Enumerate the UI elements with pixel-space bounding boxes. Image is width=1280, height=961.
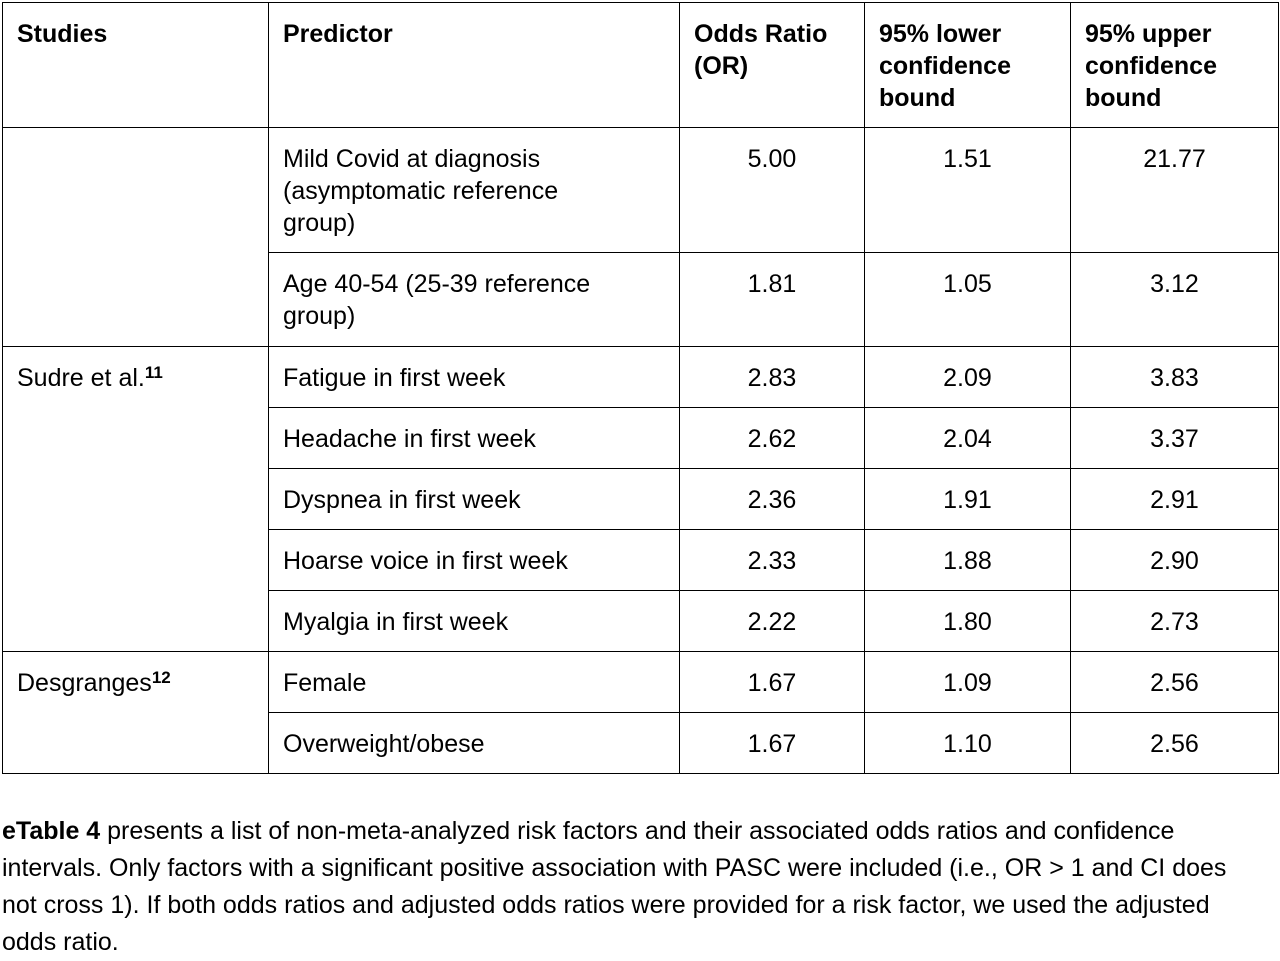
table-row: Overweight/obese 1.67 1.10 2.56 xyxy=(3,712,1279,774)
upper-bound-cell: 2.56 xyxy=(1070,712,1279,774)
odds-ratio-cell: 1.81 xyxy=(679,252,865,347)
reference-superscript: 12 xyxy=(151,668,171,687)
study-cell-desgranges: Desgranges12 xyxy=(2,651,269,774)
lower-bound-cell: 2.04 xyxy=(864,407,1071,469)
lower-bound-cell: 1.05 xyxy=(864,252,1071,347)
study-cell-empty xyxy=(2,127,269,347)
table-row: Headache in first week 2.62 2.04 3.37 xyxy=(3,407,1279,469)
upper-bound-cell: 3.12 xyxy=(1070,252,1279,347)
table-caption: eTable 4 presents a list of non-meta-ana… xyxy=(2,813,1264,961)
lower-bound-cell: 1.88 xyxy=(864,529,1071,591)
upper-bound-cell: 3.83 xyxy=(1070,346,1279,408)
predictor-cell: Dyspnea in first week xyxy=(268,468,680,530)
odds-ratio-cell: 2.83 xyxy=(679,346,865,408)
upper-bound-cell: 2.73 xyxy=(1070,590,1279,652)
header-predictor: Predictor xyxy=(268,2,680,128)
header-odds-ratio: Odds Ratio (OR) xyxy=(679,2,865,128)
header-upper-bound: 95% upper confidence bound xyxy=(1070,2,1279,128)
upper-bound-cell: 2.91 xyxy=(1070,468,1279,530)
upper-bound-cell: 2.56 xyxy=(1070,651,1279,713)
odds-ratio-cell: 1.67 xyxy=(679,712,865,774)
upper-bound-cell: 3.37 xyxy=(1070,407,1279,469)
predictor-cell: Hoarse voice in first week xyxy=(268,529,680,591)
table-row: Hoarse voice in first week 2.33 1.88 2.9… xyxy=(3,529,1279,591)
odds-ratio-cell: 2.22 xyxy=(679,590,865,652)
predictor-cell: Fatigue in first week xyxy=(268,346,680,408)
odds-ratio-cell: 5.00 xyxy=(679,127,865,253)
odds-ratio-table: Studies Predictor Odds Ratio (OR) 95% low… xyxy=(2,2,1279,774)
table-row: Desgranges12 Female 1.67 1.09 2.56 xyxy=(2,651,1279,774)
predictor-cell: Mild Covid at diagnosis (asymptomatic ref… xyxy=(268,127,680,253)
header-lower-bound: 95% lower confidence bound xyxy=(864,2,1071,128)
caption-label: eTable 4 xyxy=(2,817,101,845)
odds-ratio-cell: 2.62 xyxy=(679,407,865,469)
upper-bound-cell: 2.90 xyxy=(1070,529,1279,591)
table-header-row: Studies Predictor Odds Ratio (OR) 95% low… xyxy=(2,2,1279,128)
header-studies: Studies xyxy=(2,2,269,128)
predictor-cell: Female xyxy=(268,651,680,713)
lower-bound-cell: 2.09 xyxy=(864,346,1071,408)
lower-bound-cell: 1.51 xyxy=(864,127,1071,253)
lower-bound-cell: 1.09 xyxy=(864,651,1071,713)
reference-superscript: 11 xyxy=(144,363,163,382)
table-row: Dyspnea in first week 2.36 1.91 2.91 xyxy=(3,468,1279,530)
odds-ratio-cell: 1.67 xyxy=(679,651,865,713)
odds-ratio-cell: 2.33 xyxy=(679,529,865,591)
lower-bound-cell: 1.10 xyxy=(864,712,1071,774)
predictor-cell: Myalgia in first week xyxy=(268,590,680,652)
table-row: Mild Covid at diagnosis (asymptomatic ref… xyxy=(2,127,1279,347)
predictor-cell: Overweight/obese xyxy=(268,712,680,774)
caption-text: presents a list of non-meta-analyzed ris… xyxy=(2,817,1227,956)
lower-bound-cell: 1.80 xyxy=(864,590,1071,652)
predictor-cell: Age 40-54 (25-39 reference group) xyxy=(268,252,680,347)
table-row: Myalgia in first week 2.22 1.80 2.73 xyxy=(3,590,1279,652)
odds-ratio-cell: 2.36 xyxy=(679,468,865,530)
table-row: Sudre et al.11 Fatigue in first week 2.8… xyxy=(2,346,1279,652)
table-row: Age 40-54 (25-39 reference group) 1.81 1.… xyxy=(3,252,1279,347)
study-cell-sudre: Sudre et al.11 xyxy=(2,346,269,652)
upper-bound-cell: 21.77 xyxy=(1070,127,1279,253)
lower-bound-cell: 1.91 xyxy=(864,468,1071,530)
predictor-cell: Headache in first week xyxy=(268,407,680,469)
